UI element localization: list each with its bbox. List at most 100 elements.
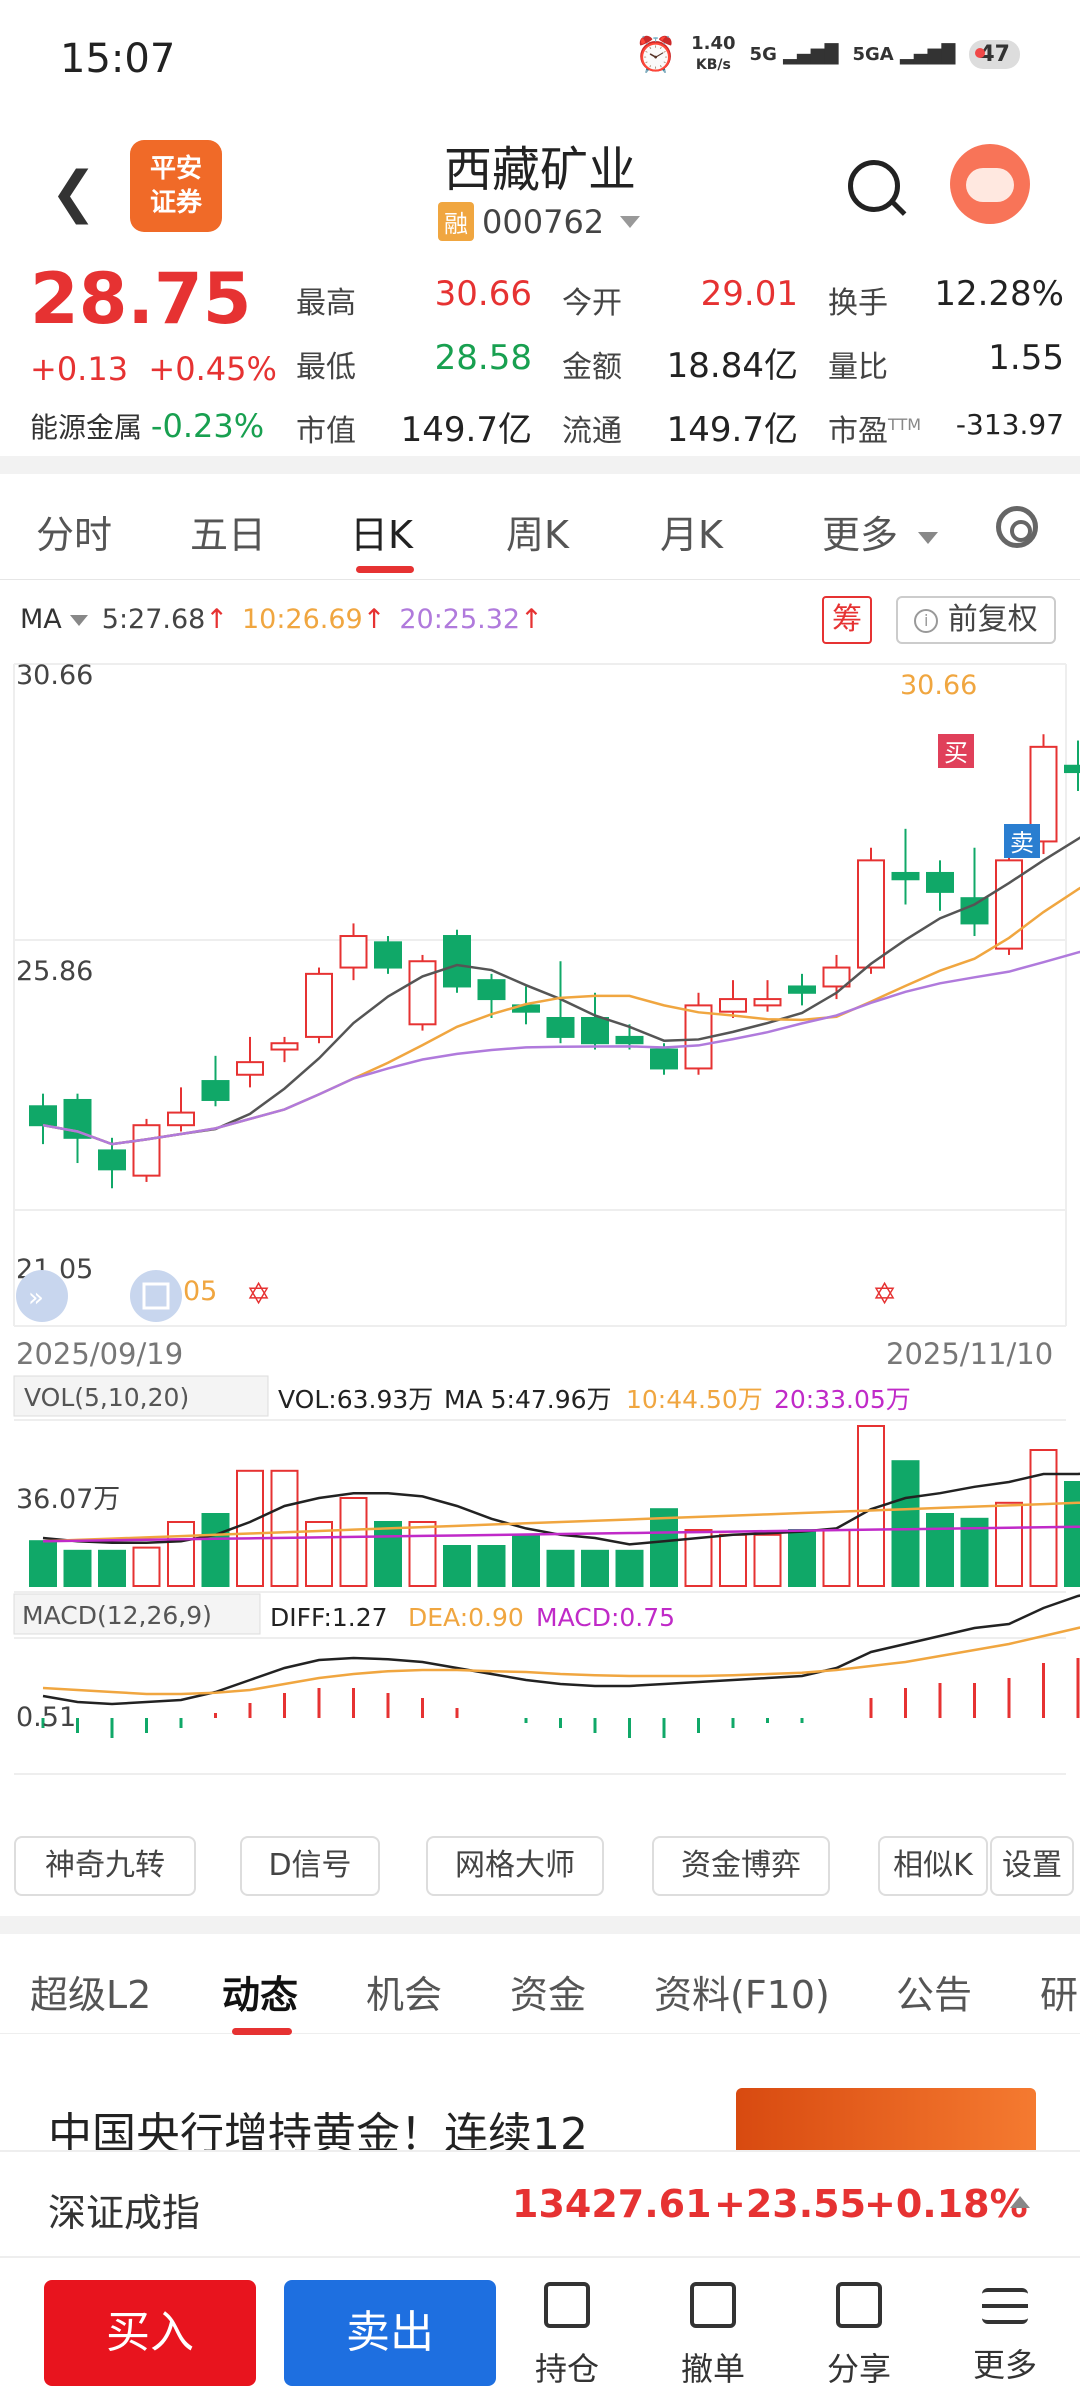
status-time: 15:07 bbox=[60, 36, 176, 82]
broker-logo[interactable]: 平安 证券 bbox=[130, 140, 222, 232]
sector-change[interactable]: 能源金属 -0.23% bbox=[30, 407, 265, 445]
signal-5g: 5G ▂▄▆█ bbox=[749, 44, 839, 65]
vol-ma-line bbox=[42, 1501, 1080, 1543]
tab-more[interactable]: 更多 bbox=[822, 504, 939, 559]
star-signal-icon[interactable]: ✡ bbox=[246, 1277, 271, 1312]
share-button[interactable]: 分享 bbox=[804, 2282, 914, 2390]
volume-bar bbox=[753, 1533, 782, 1587]
adjust-button[interactable]: i 前复权 bbox=[896, 596, 1056, 644]
gear-icon[interactable] bbox=[996, 506, 1038, 548]
search-icon[interactable] bbox=[848, 160, 900, 212]
tab-monthly-k[interactable]: 月K bbox=[660, 513, 723, 557]
vol-value: VOL:63.93万 bbox=[278, 1385, 433, 1414]
candle-body bbox=[753, 998, 782, 1007]
vol-ma5: MA 5:47.96万 bbox=[444, 1385, 612, 1414]
tab-research[interactable]: 研 bbox=[1040, 1973, 1079, 2017]
crosshair-icon[interactable] bbox=[130, 1270, 182, 1322]
low-value: 28.58 bbox=[434, 338, 532, 378]
volume-bar bbox=[1064, 1481, 1080, 1587]
chevron-down-icon bbox=[620, 215, 641, 228]
y-axis-top: 30.66 bbox=[16, 660, 93, 691]
news-thumbnail[interactable] bbox=[736, 2088, 1036, 2158]
more-button[interactable]: 更多 bbox=[950, 2282, 1060, 2386]
back-icon[interactable]: ❮ bbox=[50, 160, 97, 225]
share-icon bbox=[836, 2282, 882, 2328]
volume-bar bbox=[374, 1521, 402, 1587]
candle-body bbox=[270, 1042, 299, 1051]
vol-indicator-selector[interactable] bbox=[13, 1375, 269, 1417]
tab-capital[interactable]: 资金 bbox=[510, 1973, 587, 2017]
volume-bar bbox=[788, 1529, 816, 1587]
chevron-up-icon[interactable] bbox=[1010, 2196, 1030, 2208]
candle-body bbox=[995, 859, 1023, 950]
buy-button[interactable]: 买入 bbox=[44, 2280, 256, 2386]
sell-signal-tag[interactable] bbox=[1004, 824, 1040, 858]
ma-legend[interactable]: MA 5:27.68↑ 10:26.69↑ 20:25.32↑ bbox=[20, 604, 543, 635]
candle-body bbox=[477, 979, 506, 1001]
macd-indicator-selector[interactable] bbox=[13, 1593, 261, 1635]
chip-distribution-button[interactable]: 筹 bbox=[822, 596, 872, 644]
kline-chart[interactable]: 30.66 25.86 21.05 30.66 21.05 2025/09/19… bbox=[0, 650, 1080, 1830]
cancel-order-button[interactable]: 撤单 bbox=[658, 2282, 768, 2390]
similar-k-button[interactable]: 相似K bbox=[878, 1836, 988, 1896]
ma-line bbox=[42, 950, 1080, 1146]
volume-bar bbox=[1029, 1449, 1058, 1587]
vol-ma10: 10:44.50万 bbox=[626, 1385, 763, 1414]
svg-text:»: » bbox=[28, 1283, 44, 1313]
candle-body bbox=[1064, 764, 1080, 774]
macd-diff: DIFF:1.27 bbox=[270, 1603, 388, 1632]
high-price-mark: 30.66 bbox=[900, 670, 977, 701]
tab-opportunity[interactable]: 机会 bbox=[366, 1973, 443, 2017]
buy-signal-tag[interactable] bbox=[938, 734, 974, 768]
volume-bar bbox=[822, 1529, 851, 1587]
index-change-pct: +0.18% bbox=[864, 2182, 1028, 2226]
expand-icon[interactable] bbox=[16, 1270, 68, 1322]
battery-indicator: 47 bbox=[969, 40, 1020, 69]
active-tab-indicator bbox=[232, 2028, 292, 2035]
positions-button[interactable]: 持仓 bbox=[512, 2282, 622, 2390]
quote-panel: 28.75 +0.13 +0.45% 能源金属 -0.23% 最高 30.66 … bbox=[0, 258, 1080, 458]
volume-bar bbox=[305, 1521, 333, 1587]
current-price: 28.75 bbox=[30, 258, 252, 340]
volume-bar bbox=[98, 1549, 126, 1587]
float-value: 149.7亿 bbox=[666, 410, 798, 450]
index-value: 13427.61 bbox=[512, 2182, 712, 2226]
tab-intraday[interactable]: 分时 bbox=[36, 513, 113, 557]
y-axis-mid: 25.86 bbox=[16, 956, 93, 987]
tab-daily-k[interactable]: 日K bbox=[350, 513, 413, 557]
star-signal-icon[interactable]: ✡ bbox=[872, 1277, 897, 1312]
volume-bar bbox=[512, 1533, 540, 1587]
bottom-action-bar: 买入 卖出 持仓 撤单 分享 更多 bbox=[0, 2256, 1080, 2400]
ma5-value: 5:27.68↑ bbox=[101, 604, 228, 635]
tab-weekly-k[interactable]: 周K bbox=[506, 513, 569, 557]
price-change: +0.13 +0.45% bbox=[30, 350, 277, 388]
volume-bar bbox=[408, 1521, 437, 1587]
settings-button[interactable]: 设置 bbox=[990, 1836, 1074, 1896]
candle-body bbox=[305, 972, 333, 1038]
mcap-label: 市值 bbox=[296, 414, 356, 449]
volume-bar bbox=[926, 1513, 954, 1587]
tab-five-day[interactable]: 五日 bbox=[190, 513, 267, 557]
stock-code-selector[interactable]: 融 000762 bbox=[438, 202, 641, 241]
index-ticker[interactable]: 深证成指 13427.61 +23.55 +0.18% bbox=[0, 2150, 1080, 2254]
candle-body bbox=[960, 897, 989, 925]
sell-button[interactable]: 卖出 bbox=[284, 2280, 496, 2386]
grid-master-button[interactable]: 网格大师 bbox=[426, 1836, 604, 1896]
candle-body bbox=[374, 941, 402, 969]
index-name: 深证成指 bbox=[48, 2191, 201, 2235]
avatar[interactable] bbox=[950, 144, 1030, 224]
period-tabs: 分时 五日 日K 周K 月K 更多 bbox=[0, 474, 1080, 580]
tab-news[interactable]: 动态 bbox=[222, 1973, 299, 2017]
volume-bar bbox=[581, 1549, 609, 1587]
tab-announcement[interactable]: 公告 bbox=[896, 1973, 973, 2017]
nine-turn-button[interactable]: 神奇九转 bbox=[14, 1836, 196, 1896]
divider bbox=[0, 456, 1080, 474]
tab-f10[interactable]: 资料(F10) bbox=[654, 1973, 830, 2017]
volume-bar bbox=[960, 1517, 989, 1587]
vol-indicator-label: VOL(5,10,20) bbox=[24, 1383, 189, 1412]
volume-bar bbox=[63, 1549, 92, 1587]
capital-game-button[interactable]: 资金博弈 bbox=[652, 1836, 830, 1896]
d-signal-button[interactable]: D信号 bbox=[240, 1836, 380, 1896]
candle-body bbox=[98, 1149, 126, 1171]
tab-super-l2[interactable]: 超级L2 bbox=[30, 1973, 152, 2017]
